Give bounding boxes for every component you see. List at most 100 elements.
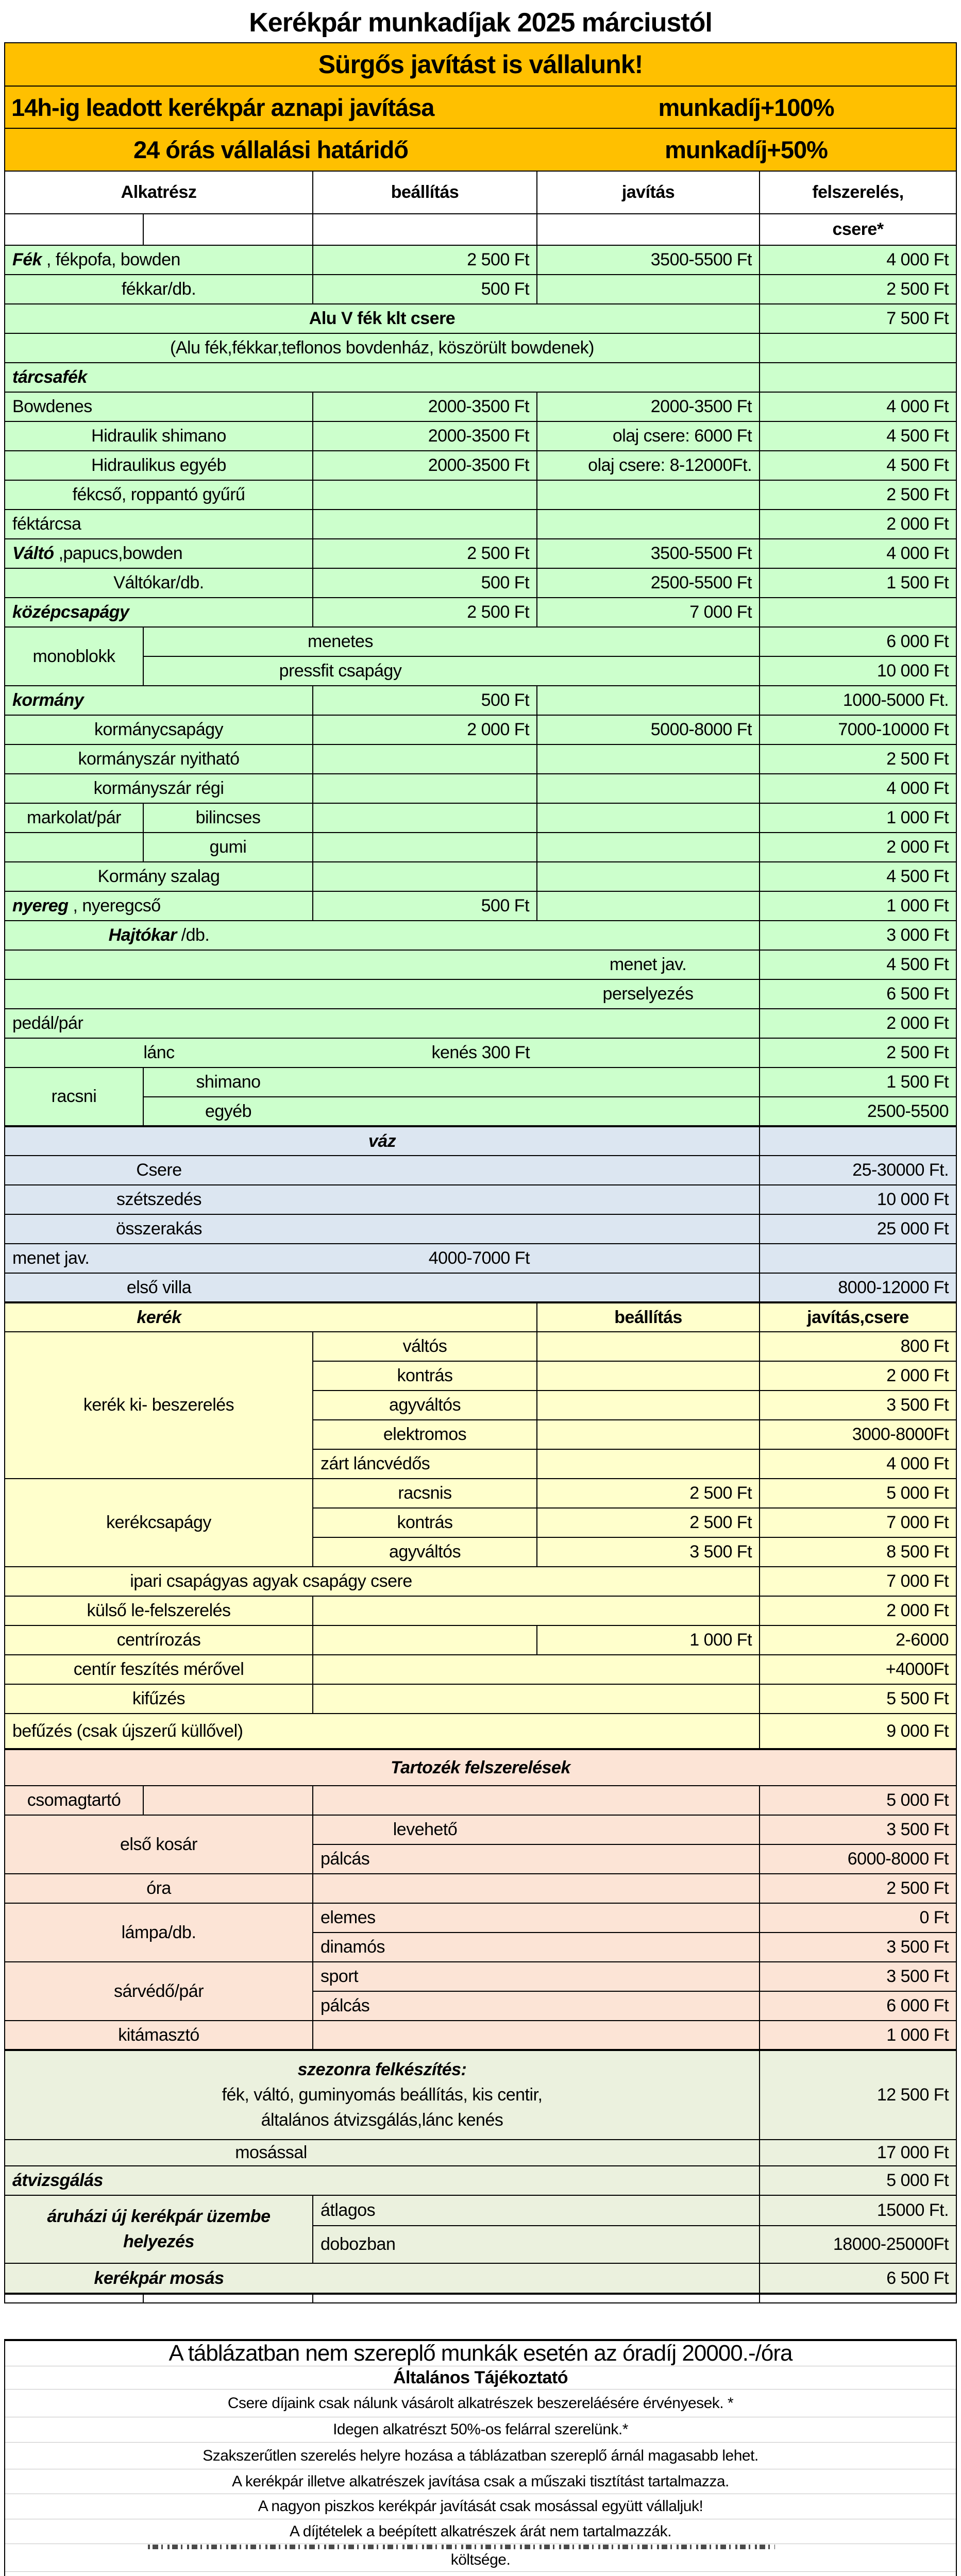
label-cell: Fék , fékpofa, bowden (4, 245, 314, 275)
label-emphasis: Fék (12, 250, 42, 269)
label-cell: szétszedés (4, 1184, 313, 1215)
price-cell: 2000-3500 Ft (536, 392, 761, 422)
empty-cell (312, 744, 538, 774)
price-cell: 2 000 Ft (759, 1008, 957, 1039)
label-cell: első kosár (4, 1815, 314, 1874)
table-row-kerek: külső le-felszerelés 2 000 Ft (4, 1596, 957, 1626)
price-cell: olaj csere: 6000 Ft (536, 421, 761, 451)
label-cell: összerakás (4, 1214, 313, 1244)
price-cell: 1 000 Ft (759, 2020, 957, 2050)
table-row-fek-valto-kormany: gumi 2 000 Ft (4, 832, 957, 862)
table-row-tartozek: kitámasztó 1 000 Ft (4, 2020, 957, 2050)
label-cell: ipari csapágyas agyak csapágy csere (4, 1566, 537, 1597)
table-row-fek-valto-kormany: Bowdenes 2000-3500 Ft 2000-3500 Ft 4 000 Ft (4, 392, 957, 422)
price-cell: 2 500 Ft (759, 744, 957, 774)
label-cell: Hidraulik shimano (4, 421, 314, 451)
table-row-tartozek: pálcás 6000-8000 Ft (5, 1844, 957, 1874)
table-row-fek-valto-kormany: Hidraulikus egyéb 2000-3500 Ft olaj csere:… (4, 450, 957, 481)
empty-cell (536, 274, 761, 304)
label-cell: beállítás (312, 171, 538, 214)
empty-cell (759, 333, 957, 363)
price-cell: 4 000 Ft (759, 245, 957, 275)
price-cell: 4 500 Ft (759, 450, 957, 481)
empty-cell (312, 773, 538, 804)
footer-note: A díjtételek a beépített alkatrészek árá… (5, 2519, 956, 2544)
footer-note: A kerékpár illetve alkatrészek javítása … (5, 2469, 956, 2494)
table-row-kerek: kerék beállítás javítás,csere (4, 1301, 957, 1332)
label-cell: markolat/pár (4, 803, 144, 833)
cell-line: szezonra felkészítés: (297, 2059, 467, 2079)
price-cell: 500 Ft (312, 274, 538, 304)
label-cell: dinamós (312, 1932, 761, 1962)
table-row-tartozek: Tartozék felszerelések (4, 1748, 957, 1786)
table-row-fek-valto-kormany: Váltókar/db. 500 Ft 2500-5500 Ft 1 500 Ft (4, 568, 957, 598)
empty-cell (312, 213, 538, 246)
table-row-fek-valto-kormany: tárcsafék (4, 362, 957, 393)
table-row-szerviz: dobozban 18000-25000Ft (5, 2225, 957, 2264)
price-cell: 6 500 Ft (759, 979, 957, 1009)
price-cell: 15000 Ft. (759, 2195, 957, 2226)
price-cell: 3 500 Ft (759, 1932, 957, 1962)
price-cell: 4 500 Ft (759, 421, 957, 451)
label-cell: kormányszár régi (4, 773, 314, 804)
price-cell: 8 500 Ft (759, 1537, 957, 1567)
banner-same-day: 14h-ig leadott kerékpár aznapi javítása … (4, 86, 957, 128)
empty-cell (312, 1654, 761, 1685)
table-row-kerek: centrírozás 1 000 Ft 2-6000 (4, 1625, 957, 1655)
empty-cell (537, 1566, 761, 1597)
label-cell: tárcsafék (4, 362, 761, 393)
price-cell: 2 500 Ft (759, 274, 957, 304)
label-cell: pedál/pár (4, 1008, 761, 1039)
clipped-text-strip (147, 2545, 775, 2549)
table-row-fek-valto-kormany: (Alu fék,fékkar,teflonos bovdenház, kösz… (4, 333, 957, 363)
price-cell: 3 500 Ft (759, 1961, 957, 1992)
empty-cell (4, 950, 537, 980)
label-cell: lánc (4, 1038, 313, 1068)
price-cell: 2500-5500 Ft (536, 568, 761, 598)
price-cell: 5 000 Ft (759, 2165, 957, 2196)
label-cell: zárt láncvédős (312, 1449, 538, 1479)
price-cell: 3500-5500 Ft (536, 538, 761, 569)
table-row-szerviz: átvizsgálás 5 000 Ft (4, 2165, 957, 2196)
label-emphasis: nyereg (12, 896, 69, 916)
label-cell: Bowdenes (4, 392, 314, 422)
empty-cell (759, 597, 957, 628)
label-cell: racsnis (312, 1478, 538, 1509)
price-cell: 2 500 Ft (312, 538, 538, 569)
label-cell: centír feszítés mérővel (4, 1654, 314, 1685)
table-row-fek-valto-kormany: középcsapágy 2 500 Ft 7 000 Ft (4, 597, 957, 628)
table-row-fek-valto-kormany: kormány 500 Ft 1000-5000 Ft. (4, 685, 957, 716)
label-cell: befűzés (csak újszerű küllővel) (4, 1713, 761, 1750)
label-cell: átlagos (312, 2195, 761, 2226)
label-cell: monoblokk (4, 626, 144, 686)
empty-cell (313, 1067, 761, 1097)
price-cell: 1 000 Ft (759, 891, 957, 921)
price-cell: 9 000 Ft (759, 1713, 957, 1750)
table-row-fek-valto-kormany: racsni shimano 1 500 Ft (4, 1067, 957, 1127)
label-cell: agyváltós (312, 1390, 538, 1420)
empty-cell (312, 832, 538, 862)
label-cell: váltós (312, 1331, 538, 1362)
label-cell: Kormány szalag (4, 861, 314, 892)
table-row-fek-valto-kormany: egyéb 2500-5500 (5, 1096, 957, 1127)
price-cell: 2 000 Ft (759, 832, 957, 862)
empty-cell (313, 920, 761, 951)
price-cell: 18000-25000Ft (759, 2225, 957, 2264)
table-row-kerek: kerék ki- beszerelés váltós 800 Ft (4, 1331, 957, 1479)
banner-same-day-surcharge: munkadíj+100% (658, 93, 835, 121)
price-cell: 10 000 Ft (759, 656, 957, 686)
empty-cell (537, 1815, 761, 1845)
table-row-szerviz: szezonra felkészítés: fék, váltó, guminyo… (4, 2049, 957, 2140)
label-cell: pressfit csapágy (142, 656, 537, 686)
label-text: , nyeregcső (68, 896, 161, 916)
table-row-tartozek: első kosár levehető 3 500 Ft (4, 1815, 957, 1874)
footer-note: Az elkészült kerékpárt az elismervény el… (5, 2571, 956, 2576)
empty-cell (537, 2139, 761, 2166)
table-row-kerek: kontrás 2 000 Ft (5, 1361, 957, 1391)
table-row-fek-valto-kormany: pressfit csapágy 10 000 Ft (5, 656, 957, 686)
empty-cell (312, 1596, 761, 1626)
price-cell: 25-30000 Ft. (759, 1155, 957, 1185)
label-emphasis: Hajtókar (108, 925, 177, 945)
price-cell: 3 500 Ft (759, 1390, 957, 1420)
table-row-kerek: kerékcsapágy racsnis 2 500 Ft 5 000 Ft (4, 1478, 957, 1567)
